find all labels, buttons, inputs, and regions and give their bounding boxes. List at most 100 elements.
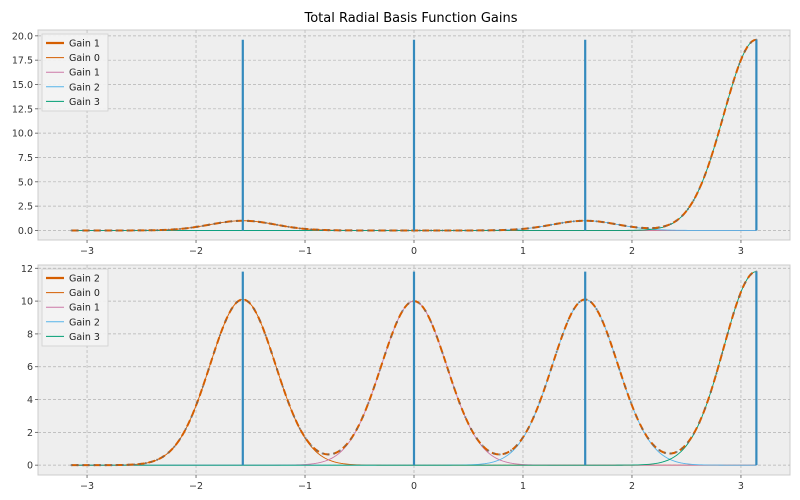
total-sample-dot [224,319,227,322]
total-sample-dot [173,228,176,231]
x-tick-label: 2 [629,246,635,257]
total-sample-dot [184,227,187,230]
total-sample-dot [338,229,341,232]
legend-label: Gain 3 [69,332,100,343]
total-sample-dot [99,464,102,467]
total-sample-dot [333,452,336,455]
total-sample-dot [624,224,627,227]
x-tick-label: −2 [189,246,203,257]
total-sample-dot [310,444,313,447]
total-sample-dot [161,228,165,232]
total-sample-dot [218,334,222,337]
total-sample-dot [133,463,136,466]
total-sample-dot [498,453,501,456]
total-sample-dot [469,427,473,431]
total-sample-dot [350,437,353,440]
total-sample-dot [327,229,330,232]
total-sample-dot [287,225,290,228]
legend-label: Gain 1 [69,68,100,79]
total-sample-dot [355,229,359,232]
y-tick-label: 17.5 [12,56,33,67]
total-sample-dot [675,450,678,454]
series-line-gain-3 [71,271,757,466]
total-sample-dot [527,227,530,230]
total-sample-dot [201,385,204,388]
total-sample-dot [367,402,370,405]
total-sample-dot [99,229,102,232]
x-tick-label: 2 [629,481,635,492]
total-sample-dot [76,464,79,467]
total-sample-dot [264,221,267,224]
total-sample-dot [138,462,142,466]
total-sample-dot [116,229,119,232]
total-sample-dot [224,220,227,224]
total-sample-dot [675,219,678,222]
total-sample-dot [669,452,672,455]
total-sample-dot [435,335,438,338]
total-sample-dot [390,229,393,232]
total-sample-dot [401,229,404,232]
total-sample-dot [458,229,461,232]
total-sample-dot [715,138,718,142]
total-sample-dot [161,455,165,458]
total-sample-dot [407,302,410,305]
total-sample-dot [487,449,490,452]
total-sample-dot [150,229,153,232]
total-sample-dot [196,225,199,228]
total-sample-dot [538,225,541,228]
total-sample-dot [732,312,735,315]
total-sample-dot [743,49,747,53]
total-sample-dot [521,227,524,231]
total-sample-dot [498,229,501,232]
total-sample-dot [646,227,650,230]
total-sample-dot [692,432,695,435]
total-sample-dot [669,222,672,226]
total-sample-dot [213,222,216,225]
total-sample-dot [395,229,398,232]
total-sample-dot [344,444,347,447]
total-sample-dot [104,464,107,467]
y-tick-label: 2.5 [18,202,33,213]
total-sample-dot [532,226,535,229]
total-sample-dot [715,372,718,375]
y-tick-label: 8 [27,329,33,340]
total-sample-dot [275,223,279,226]
total-sample-dot [236,219,239,222]
total-sample-dot [703,173,707,177]
total-sample-dot [372,229,376,232]
total-sample-dot [167,228,170,231]
total-sample-dot [441,229,444,232]
total-sample-dot [601,319,604,322]
y-tick-label: 0 [27,461,33,472]
total-sample-dot [618,223,621,226]
total-sample-dot [481,444,484,447]
total-sample-dot [315,228,319,231]
total-sample-dot [527,427,530,430]
x-tick-label: 3 [738,481,744,492]
total-sample-dot [350,229,353,232]
total-sample-dot [709,157,712,160]
x-tick-label: 0 [411,246,417,257]
total-sample-dot [287,401,290,404]
total-sample-dot [367,229,370,232]
total-sample-dot [167,451,170,454]
total-sample-dot [458,402,461,405]
top-subplot: −3 −2 −1 0 1 2 3 0.0 2.5 5.0 7.5 10.0 12.5 15.0 17.5 20… [12,29,791,257]
total-sample-dot [133,229,136,232]
total-sample-dot [624,385,627,388]
total-sample-dot [104,229,107,232]
total-sample-dot [601,220,604,224]
total-sample-dot [578,219,581,222]
total-sample-dot [595,220,598,223]
total-sample-dot [424,309,427,312]
x-tick-label: 1 [520,246,526,257]
total-sample-dot [612,222,615,225]
total-sample-dot [424,229,427,232]
total-sample-dot [738,63,741,66]
total-sample-dot [566,220,570,224]
total-sample-dot [538,401,541,404]
total-sample-dot [93,229,96,232]
total-sample-dot [726,99,729,102]
legend-label: Gain 0 [69,288,100,299]
